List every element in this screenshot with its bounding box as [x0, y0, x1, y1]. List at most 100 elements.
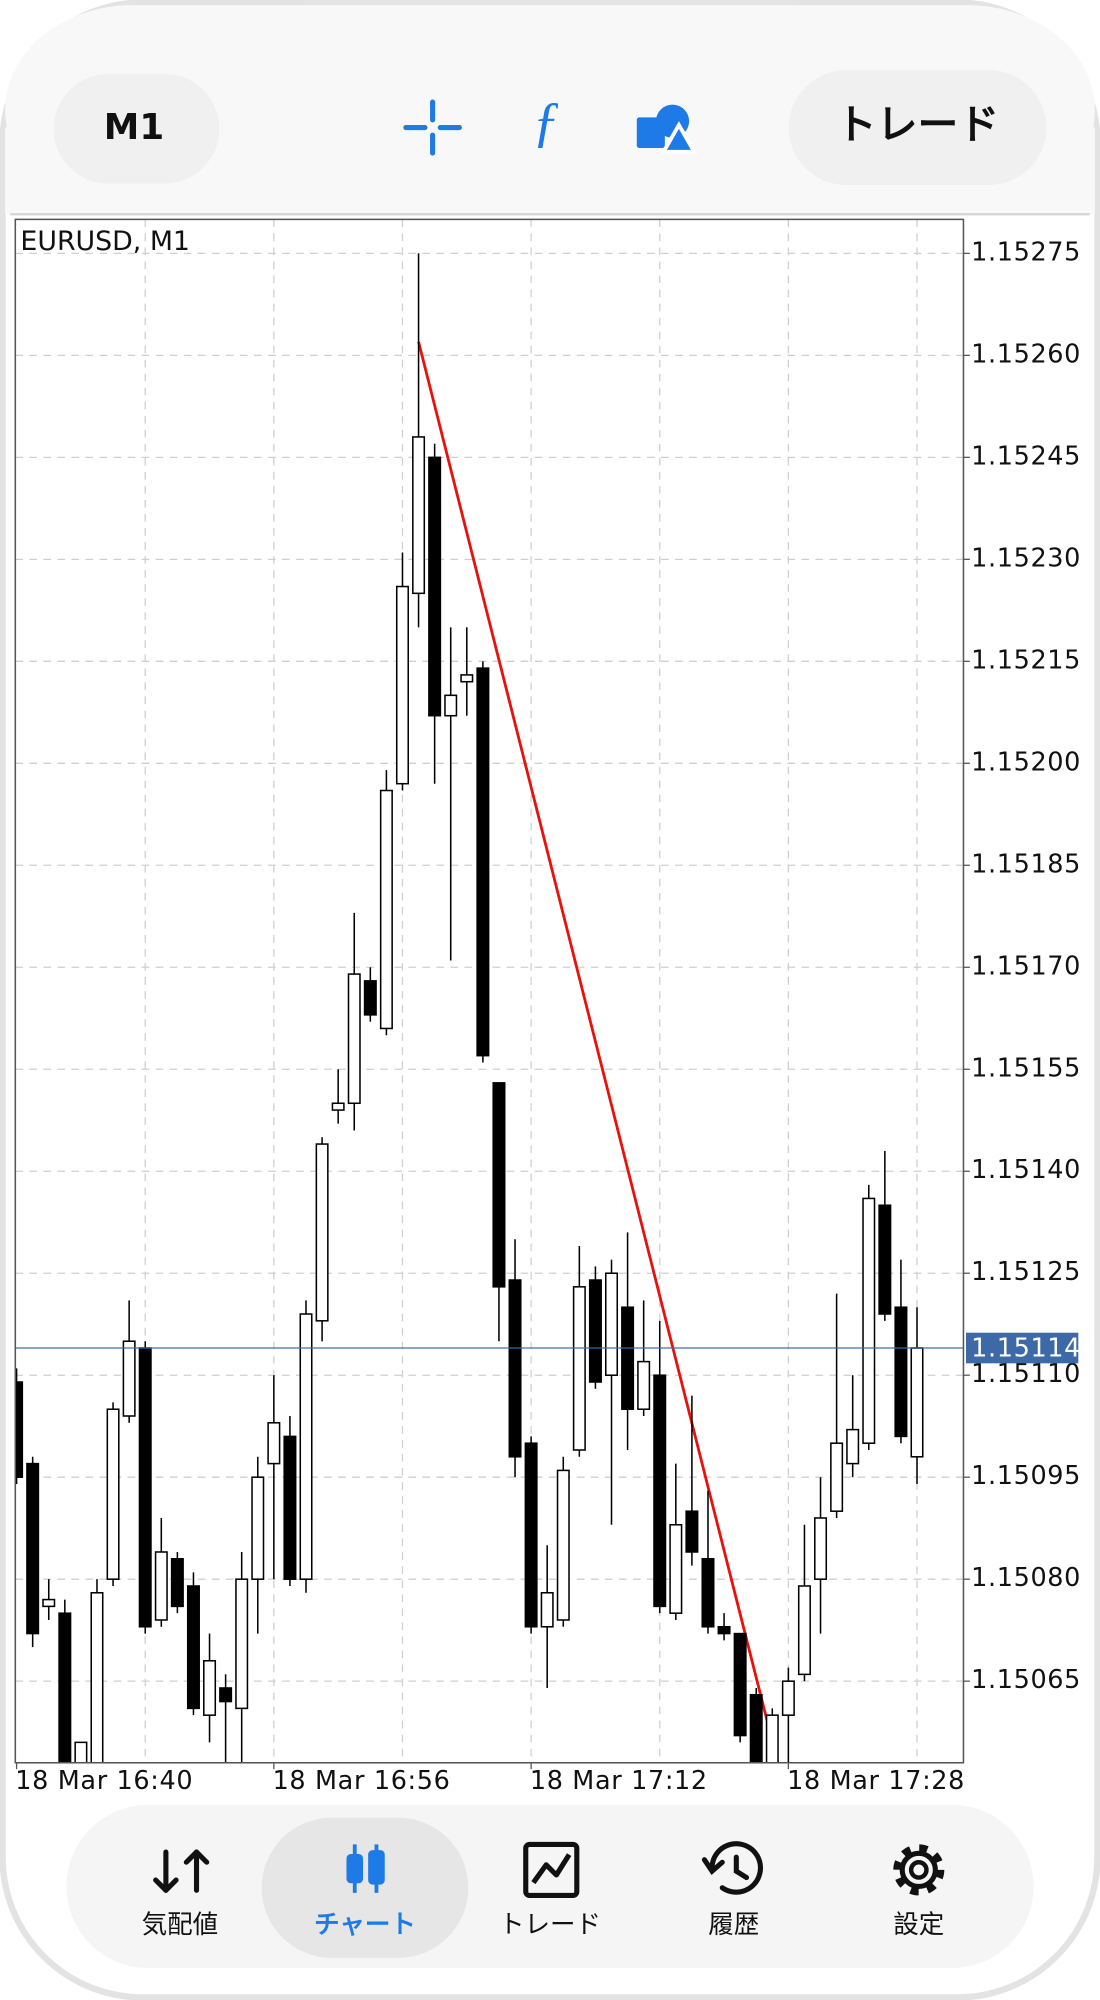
timeframe-button[interactable] [53, 73, 220, 184]
objects-icon[interactable] [636, 104, 698, 154]
candle-body [894, 1306, 908, 1438]
x-tick-label: 18 Mar 17:12 [530, 1766, 708, 1796]
y-tick-label: 1.15185 [971, 849, 1081, 879]
candle-body [299, 1313, 313, 1580]
tab-bar [66, 1804, 1034, 1969]
quotes-icon[interactable] [153, 1849, 210, 1893]
candle-body [379, 789, 393, 1030]
y-tick-label: 1.15230 [971, 543, 1081, 573]
candle-body [621, 1306, 635, 1410]
candle-body [814, 1517, 828, 1580]
candle-body [830, 1442, 844, 1512]
candle-body [122, 1340, 136, 1417]
candle-body [331, 1102, 345, 1111]
candle-body [476, 667, 490, 1057]
candle-body [412, 436, 426, 595]
candle-body [460, 674, 474, 683]
candle-body [846, 1428, 860, 1465]
y-tick-label: 1.15140 [971, 1155, 1081, 1185]
candle-body [717, 1626, 731, 1635]
candle-body [588, 1279, 602, 1383]
candle-body [186, 1585, 200, 1710]
y-tick-label: 1.15110 [971, 1359, 1081, 1389]
y-tick-label: 1.15065 [971, 1665, 1081, 1695]
candle-body [733, 1632, 747, 1737]
candle-body [862, 1197, 876, 1444]
y-tick-label: 1.15200 [971, 747, 1081, 777]
y-tick-label: 1.15080 [971, 1563, 1081, 1593]
candle-body [653, 1374, 667, 1608]
candle-body [637, 1360, 651, 1410]
chart-icon[interactable] [346, 1844, 385, 1893]
candle-body [42, 1598, 56, 1608]
candle-body [797, 1585, 811, 1676]
tab-label[interactable]: チャート [314, 1910, 416, 1940]
current-price-label: 1.15114 [971, 1333, 1081, 1363]
candle-body [395, 585, 409, 785]
x-tick-label: 18 Mar 17:28 [787, 1766, 965, 1796]
candle-body [251, 1476, 265, 1580]
candle-body [138, 1347, 152, 1628]
y-tick-label: 1.15155 [971, 1053, 1081, 1083]
candles [15, 253, 964, 1763]
candle-body [444, 694, 458, 717]
candle-body [58, 1612, 72, 1763]
candle-body [749, 1694, 763, 1763]
trade-icon[interactable] [523, 1841, 580, 1898]
candle-body [910, 1347, 924, 1458]
candle-body [669, 1524, 683, 1614]
tab-label[interactable]: 履歴 [708, 1910, 759, 1940]
candle-body [685, 1510, 699, 1553]
crosshair-icon[interactable] [403, 99, 462, 156]
candle-body [219, 1687, 233, 1703]
candle-body [605, 1272, 619, 1376]
candle-body [492, 1082, 506, 1288]
candle-body [74, 1741, 88, 1763]
candle-body [765, 1714, 779, 1763]
x-tick-label: 18 Mar 16:56 [273, 1766, 451, 1796]
candle-body [154, 1551, 168, 1621]
candle-body [170, 1558, 184, 1608]
candle-body [428, 456, 442, 717]
active-tab-bg [261, 1817, 469, 1958]
y-tick-label: 1.15125 [971, 1257, 1081, 1287]
candle-body [508, 1279, 522, 1458]
plot-border [14, 218, 965, 1764]
trade-button-label: トレード [836, 101, 999, 149]
y-tick-label: 1.15215 [971, 645, 1081, 675]
candle-body [15, 1381, 24, 1478]
y-tick-label: 1.15245 [971, 441, 1081, 471]
candle-body [363, 980, 377, 1016]
tab-label[interactable]: 設定 [893, 1910, 944, 1940]
x-tick-label: 18 Mar 16:40 [15, 1766, 193, 1796]
indicator-icon[interactable]: ƒ [532, 91, 560, 153]
tab-label[interactable]: 気配値 [142, 1910, 219, 1940]
candle-body [106, 1408, 120, 1580]
candle-body [524, 1442, 538, 1628]
history-icon[interactable] [701, 1841, 764, 1895]
axes: 1.15275 1.15260 1.15245 1.15230 1.15215 1.152… [15, 237, 1081, 1796]
candle-body [540, 1592, 554, 1628]
y-tick-label: 1.15275 [971, 237, 1081, 267]
candle-body [781, 1680, 795, 1716]
candle-body [26, 1462, 40, 1635]
current-price-box [966, 1332, 1079, 1364]
tab-labels: 気配値 チャート トレード 履歴 設定 [142, 1910, 945, 1940]
candle-body [556, 1469, 570, 1621]
tab-label[interactable]: トレード [499, 1910, 601, 1940]
candle-body [701, 1558, 715, 1628]
settings-icon[interactable] [893, 1844, 945, 1896]
candle-body [235, 1578, 249, 1710]
y-tick-label: 1.15095 [971, 1461, 1081, 1491]
trade-button[interactable] [788, 70, 1047, 185]
candle-body [315, 1143, 329, 1322]
trend-line [417, 341, 780, 1763]
candle-body [267, 1422, 281, 1465]
y-tick-label: 1.15170 [971, 951, 1081, 981]
candle-body [347, 973, 361, 1105]
candle-body [878, 1204, 892, 1315]
candle-body [90, 1592, 104, 1763]
